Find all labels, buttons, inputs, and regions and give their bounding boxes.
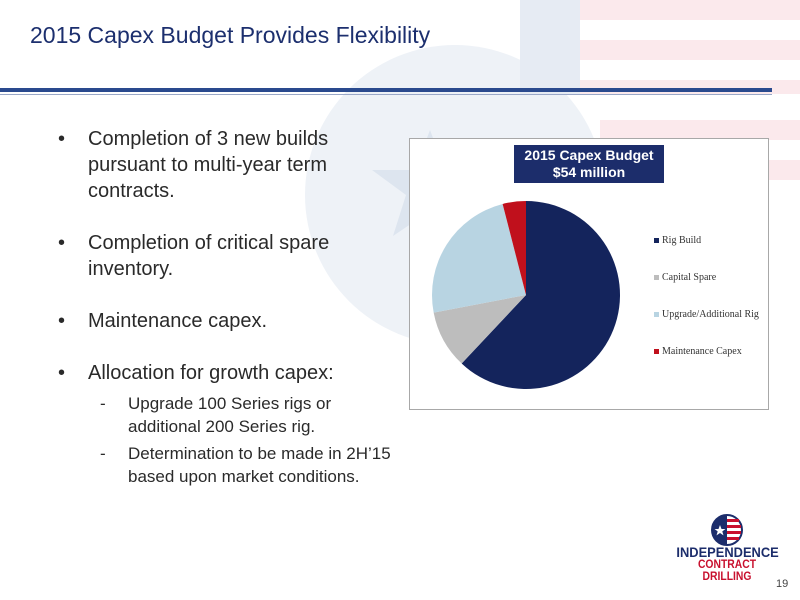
logo-text-line2: CONTRACT DRILLING — [697, 559, 757, 583]
bullet-item: • Completion of critical spare inventory… — [58, 230, 398, 282]
legend-swatch — [654, 312, 659, 317]
pie-slice-maintenance-capex — [502, 201, 526, 295]
bullet-text: Completion of critical spare inventory. — [88, 232, 330, 280]
dash-icon: - — [100, 394, 106, 413]
bullet-dot-icon: • — [58, 362, 66, 384]
legend-label: Upgrade/Additional Rig — [662, 309, 759, 320]
legend-label: Capital Spare — [662, 272, 717, 283]
bullet-item: • Completion of 3 new builds pursuant to… — [58, 126, 398, 204]
title-rule-thin — [0, 94, 772, 95]
pie-chart — [432, 201, 620, 389]
legend-label: Rig Build — [662, 235, 702, 246]
dash-icon: - — [100, 444, 106, 463]
legend-item: Capital Spare — [654, 272, 759, 284]
bullet-list: • Completion of 3 new builds pursuant to… — [58, 126, 398, 514]
company-logo: INDEPENDENCE CONTRACT DRILLING — [672, 514, 782, 586]
legend-swatch — [654, 238, 659, 243]
pie-slice-rig-build — [461, 201, 620, 389]
bullet-text: Allocation for growth capex: — [88, 362, 334, 384]
legend-swatch — [654, 275, 659, 280]
sub-list: - Upgrade 100 Series rigs or additional … — [88, 392, 398, 488]
title-rule — [0, 88, 772, 92]
page-title: 2015 Capex Budget Provides Flexibility — [30, 22, 431, 48]
pie-slice-capital-spare — [433, 295, 526, 364]
page-number: 19 — [776, 578, 789, 590]
logo-text-line1: INDEPENDENCE — [676, 544, 779, 560]
chart-subtitle: $54 million — [552, 164, 626, 180]
chart-legend: Rig Build Capital Spare Upgrade/Additional… — [654, 235, 759, 383]
chart-title: 2015 Capex Budget — [524, 147, 654, 163]
sub-item-text: Determination to be made in 2H’15 based … — [128, 444, 391, 486]
bullet-dot-icon: • — [58, 128, 66, 150]
legend-item: Maintenance Capex — [654, 346, 759, 358]
sub-item: - Upgrade 100 Series rigs or additional … — [88, 392, 398, 438]
chart-title-box: 2015 Capex Budget $54 million — [514, 145, 664, 183]
flag-star-logo-icon — [711, 514, 743, 546]
bullet-dot-icon: • — [58, 310, 66, 332]
bullet-item: • Maintenance capex. — [58, 308, 398, 334]
legend-swatch — [654, 349, 659, 354]
bullet-dot-icon: • — [58, 232, 66, 254]
bullet-text: Completion of 3 new builds pursuant to m… — [88, 128, 329, 202]
legend-item: Upgrade/Additional Rig — [654, 309, 759, 321]
pie-slice-upgrade-additional-rig — [432, 203, 526, 313]
bullet-item: • Allocation for growth capex: - Upgrade… — [58, 360, 398, 488]
legend-label: Maintenance Capex — [662, 346, 742, 357]
capex-chart: 2015 Capex Budget $54 million Rig Build C… — [409, 138, 769, 410]
sub-item-text: Upgrade 100 Series rigs or additional 20… — [128, 394, 332, 436]
legend-item: Rig Build — [654, 235, 759, 247]
bullet-text: Maintenance capex. — [88, 310, 268, 332]
sub-item: - Determination to be made in 2H’15 base… — [88, 442, 398, 488]
